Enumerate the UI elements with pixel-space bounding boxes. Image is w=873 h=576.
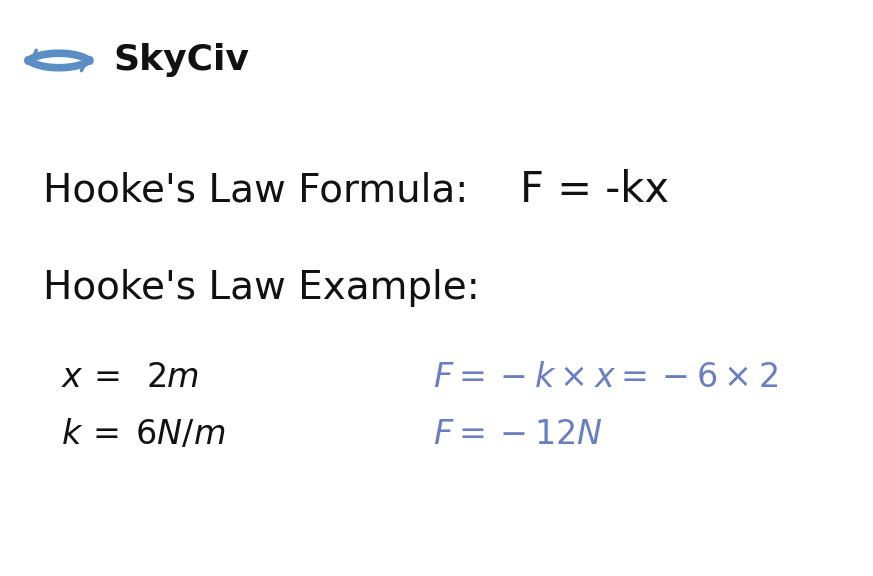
Text: $F = -k \times x = -6 \times 2$: $F = -k \times x = -6 \times 2$: [433, 361, 779, 394]
Text: $k\,=\;6N/m$: $k\,=\;6N/m$: [60, 418, 225, 452]
Text: $F = -12N$: $F = -12N$: [433, 418, 602, 452]
Text: SkyCiv: SkyCiv: [113, 43, 250, 78]
Text: Hooke's Law Formula:: Hooke's Law Formula:: [44, 171, 469, 209]
Text: F = -kx: F = -kx: [519, 169, 669, 211]
Text: $x\,=\;\;2m$: $x\,=\;\;2m$: [60, 361, 198, 394]
Text: Hooke's Law Example:: Hooke's Law Example:: [44, 269, 480, 307]
